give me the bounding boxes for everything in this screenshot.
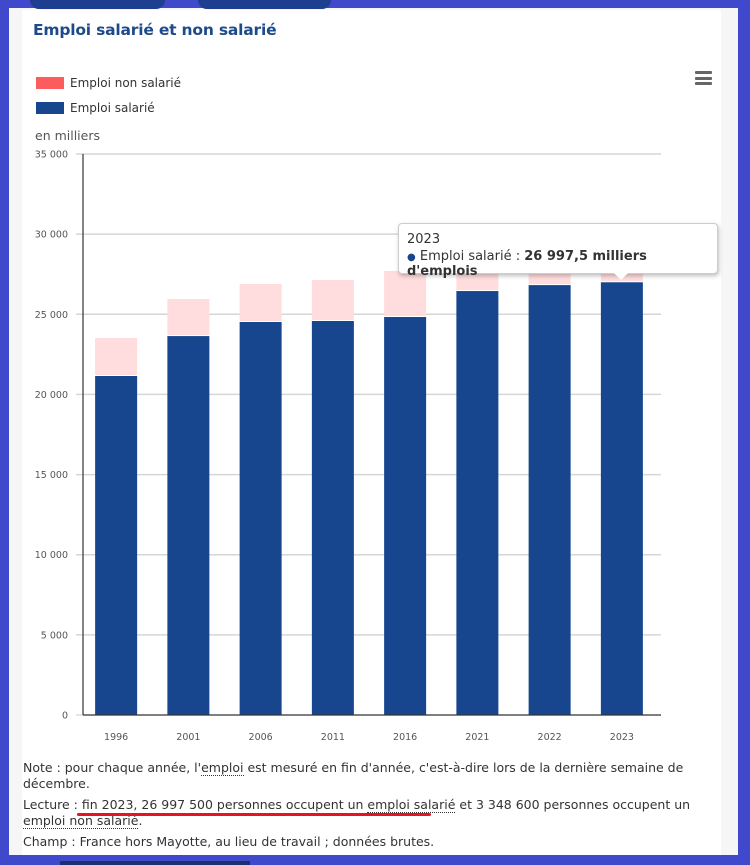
bottom-partial-content	[60, 861, 250, 865]
x-tick-label: 1996	[104, 732, 128, 743]
lecture-prefix: Lecture : fin 2023, 26 997 500 personnes…	[23, 797, 368, 812]
champ-text: Champ : France hors Mayotte, au lieu de …	[23, 834, 435, 849]
bar-salarie-2011	[311, 321, 354, 715]
chart-notes: Note : pour chaque année, l'emploi est m…	[23, 760, 713, 855]
lecture-suffix: .	[138, 813, 143, 828]
x-tick-label: 2021	[465, 732, 489, 743]
bar-salarie-1996	[95, 375, 138, 715]
legend-item-salarie[interactable]: Emploi salarié	[36, 101, 155, 115]
chart-tooltip: 2023 ● Emploi salarié : 26 997,5 millier…	[398, 223, 718, 279]
tooltip-year: 2023	[407, 232, 441, 247]
lecture-link-emploi-salarie[interactable]: emploi salarié	[367, 797, 456, 813]
note-link-emploi[interactable]: emploi	[201, 760, 244, 776]
bar-non-salarie-2011	[311, 279, 354, 321]
tooltip-value: 26 997,5 milliers d'emplois	[407, 249, 647, 279]
lecture-text: Lecture : fin 2023, 26 997 500 personnes…	[23, 797, 713, 829]
x-tick-label: 2006	[249, 732, 273, 743]
note-text: Note : pour chaque année, l'emploi est m…	[23, 760, 713, 792]
y-tick-label: 10 000	[35, 550, 68, 561]
tooltip-series-dot-icon: ●	[407, 252, 416, 263]
y-tick-label: 15 000	[35, 470, 68, 481]
hamburger-menu-icon[interactable]	[695, 71, 712, 85]
lecture-link-emploi-non-salarie[interactable]: emploi non salarié	[23, 813, 139, 829]
chart-title: Emploi salarié et non salarié	[33, 21, 277, 39]
bar-chart: 0 5 000 10 000 15 000 20 000 25 000 30 000 35 0…	[35, 150, 661, 743]
y-tick-label: 0	[62, 711, 68, 722]
top-tab-button-1[interactable]	[30, 0, 165, 9]
legend-label: Emploi salarié	[70, 101, 155, 115]
red-underline-annotation	[77, 813, 431, 816]
x-tick-label: 2011	[321, 732, 345, 743]
bar-non-salarie-2016	[384, 271, 427, 317]
x-tick-label: 2022	[538, 732, 562, 743]
y-tick-label: 35 000	[35, 150, 68, 161]
bar-salarie-2016	[384, 317, 427, 715]
legend-item-non-salarie[interactable]: Emploi non salarié	[36, 76, 181, 90]
bar-non-salarie-1996	[95, 338, 138, 375]
y-tick-label: 20 000	[35, 390, 68, 401]
legend-swatch-non-salarie	[36, 77, 64, 89]
note-prefix: Note : pour chaque année, l'	[23, 760, 202, 775]
bar-salarie-2001	[167, 336, 210, 715]
y-tick-label: 25 000	[35, 310, 68, 321]
note-suffix: est mesuré en fin d'année, c'est-à-dire …	[23, 760, 684, 791]
y-axis-unit-label: en milliers	[35, 128, 100, 143]
tooltip-separator: :	[511, 249, 525, 264]
bar-salarie-2006	[239, 321, 282, 715]
bar-salarie-2023	[600, 282, 643, 715]
y-tick-label: 30 000	[35, 230, 68, 241]
bar-salarie-2021	[456, 291, 499, 715]
bar-salarie-2022	[528, 285, 571, 715]
tooltip-arrow	[614, 273, 628, 280]
x-tick-label: 2016	[393, 732, 417, 743]
top-tab-button-2[interactable]	[198, 0, 331, 9]
legend-swatch-salarie	[36, 102, 64, 114]
x-tick-label: 2023	[610, 732, 634, 743]
bar-non-salarie-2006	[239, 283, 282, 321]
lecture-middle: et 3 348 600 personnes occupent un	[455, 797, 691, 812]
y-tick-label: 5 000	[41, 630, 68, 641]
bar-non-salarie-2001	[167, 299, 210, 336]
x-tick-label: 2001	[176, 732, 200, 743]
legend-label: Emploi non salarié	[70, 76, 182, 90]
tooltip-series-name: Emploi salarié	[419, 249, 512, 264]
